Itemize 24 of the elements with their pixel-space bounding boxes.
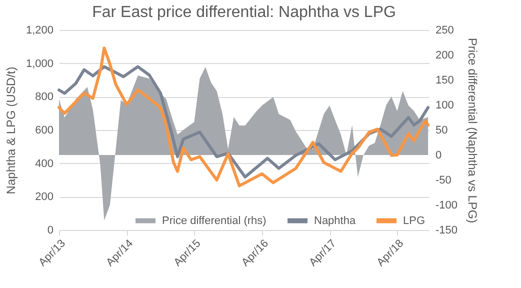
y-tick-label: 800 <box>35 91 54 104</box>
y2-tick-label: 250 <box>436 24 454 36</box>
y2-tick-label: 0 <box>436 150 442 162</box>
y-tick-label: 0 <box>47 224 54 236</box>
line-series <box>58 65 430 178</box>
legend-label: Price differential (rhs) <box>162 214 266 227</box>
y-tick-label: 200 <box>35 191 54 204</box>
y2-tick-label: 150 <box>436 74 454 86</box>
y-tick-label: 400 <box>35 158 54 170</box>
chart-title: Far East price differential: Naphtha vs LPG <box>92 4 396 21</box>
line-series <box>58 46 430 188</box>
y2-tick-label: 50 <box>436 124 448 136</box>
y-tick-label: 600 <box>35 124 54 136</box>
y2-tick-label: -150 <box>436 224 458 236</box>
legend-label: LPG <box>403 214 426 227</box>
y2-axis-title: Price differential (Naphtha vs LPG) <box>466 38 480 224</box>
y-tick-label: 1,000 <box>26 58 54 70</box>
y2-tick-label: 200 <box>436 50 454 62</box>
y2-tick-label: -100 <box>436 200 458 212</box>
legend-label: Naphtha <box>314 214 356 227</box>
y2-tick-label: 100 <box>436 100 454 112</box>
y-axis-title: Naphtha & LPG (USD/t) <box>4 66 18 194</box>
y-tick-label: 1,200 <box>26 24 54 36</box>
y2-tick-label: -50 <box>436 174 452 186</box>
